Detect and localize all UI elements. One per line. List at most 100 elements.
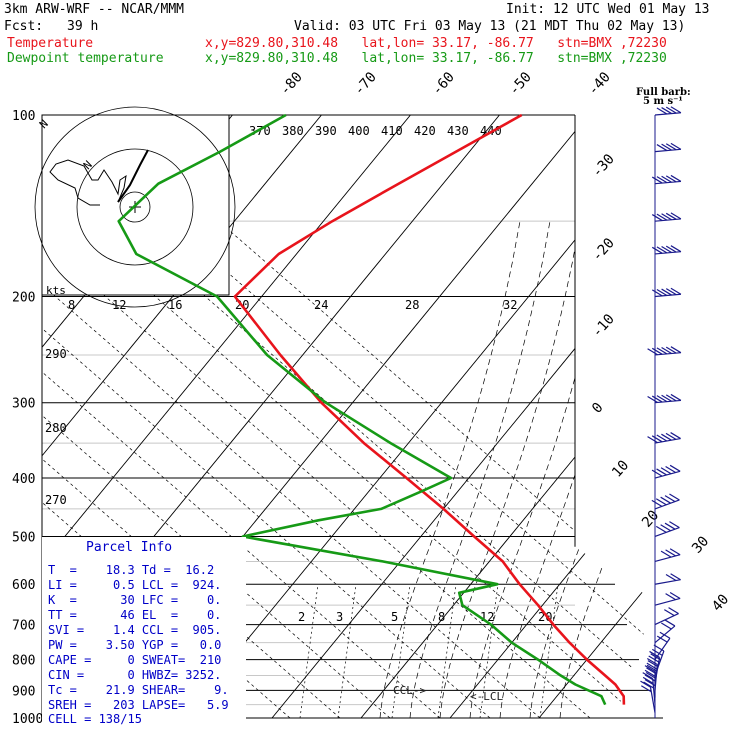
parcel-row: T = 18.3 Td = 16.2 — [48, 563, 215, 577]
wind-barb-shaft — [654, 112, 681, 116]
wind-barb-shaft — [654, 579, 681, 585]
wind-barb-shaft — [654, 180, 681, 185]
temperature-legend-label: Temperature — [7, 36, 94, 51]
wind-barb — [651, 174, 682, 185]
theta-label: 390 — [315, 124, 337, 138]
wind-barb-flag — [656, 347, 668, 355]
wind-barb-flag — [661, 288, 672, 296]
wind-barb-flag — [665, 346, 677, 354]
mixing-ratio-label: 3 — [336, 610, 343, 624]
moist-adiabat-line — [409, 221, 551, 718]
wind-barb-flag — [644, 665, 656, 673]
wind-barb-flag — [661, 346, 672, 355]
forecast-label: Fcst: — [4, 19, 44, 34]
wind-barb-shaft — [654, 499, 680, 510]
pressure-tick-label: 500 — [12, 530, 35, 545]
wind-barb-flag — [656, 176, 668, 184]
wind-barb-shaft — [654, 352, 681, 356]
wind-barb-shaft — [654, 625, 676, 644]
wind-barb-flag — [661, 175, 672, 183]
wind-barb-flag — [640, 680, 651, 688]
wind-barb-flag — [670, 346, 682, 354]
wind-barb-flag — [670, 393, 682, 401]
wind-barb-flag — [670, 142, 682, 150]
wind-barb — [647, 432, 681, 444]
wind-barb-flag — [665, 175, 677, 183]
isotherm-line — [538, 115, 655, 718]
parcel-row: CELL = 138/15 — [48, 712, 142, 726]
wind-barb-flag — [670, 106, 682, 114]
wind-barb-flag — [656, 395, 668, 403]
wind-barb — [654, 573, 681, 585]
isotherm-label: -10 — [589, 311, 618, 341]
isotherm-label: -70 — [351, 69, 380, 99]
wind-barb-flag — [659, 631, 671, 639]
wind-barb-flag — [651, 176, 663, 184]
mixing-ratio-label: 8 — [438, 610, 445, 624]
dewpoint-legend-label: Dewpoint temperature — [7, 51, 164, 66]
wind-barb-flag — [665, 593, 676, 601]
wind-barb-shaft — [654, 251, 681, 255]
parcel-info-title: Parcel Info — [86, 540, 173, 555]
pressure-tick-label: 1000 — [12, 712, 43, 727]
parcel-row: PW = 3.50 YGP = 0.0 — [48, 638, 222, 652]
wind-barb-flag — [651, 648, 663, 656]
wind-barb-flag — [656, 246, 668, 254]
wind-barb-flag — [664, 522, 676, 530]
wind-barb-flag — [643, 681, 654, 689]
wind-barb-flag — [656, 468, 667, 476]
wind-barb-flag — [669, 493, 680, 501]
parcel-info-panel: Parcel Info T = 18.3 Td = 16.2 LI = 0.5 … — [42, 537, 246, 727]
pressure-tick-label: 300 — [12, 397, 35, 412]
wind-barb-flag — [656, 288, 668, 296]
wind-barb-flag — [644, 679, 656, 687]
wind-barb-flag — [647, 395, 658, 403]
wind-barb-flag — [656, 107, 668, 115]
wind-barb-flag — [664, 609, 675, 617]
wind-barb-flag — [670, 432, 681, 440]
parcel-row: CAPE = 0 SWEAT= 210 — [48, 653, 222, 667]
wind-barb-flag — [664, 619, 676, 627]
isotherm-label: -40 — [585, 69, 614, 99]
wind-barb-flag — [647, 660, 659, 668]
wind-barb — [651, 287, 682, 298]
wind-barb-flag — [656, 144, 668, 152]
hodograph-ring — [119, 191, 151, 223]
parcel-row: SVI = 1.4 CCL = 905. — [48, 623, 222, 637]
wind-barb-flag — [645, 671, 657, 680]
wind-barb-flag — [644, 669, 656, 677]
barb-legend-units: 5 m s⁻¹ — [643, 96, 683, 107]
wind-barb-flag — [665, 394, 677, 402]
wind-barb-flag — [670, 573, 681, 581]
wind-barb-flag — [670, 174, 682, 182]
wind-barb-shaft — [654, 527, 680, 538]
isotherm-label: 40 — [709, 591, 732, 614]
wind-barb-flag — [656, 635, 668, 643]
isotherm-label: -80 — [277, 69, 306, 99]
hodograph-ring — [76, 148, 194, 266]
hodograph-trace — [49, 159, 127, 206]
wind-barb — [654, 631, 671, 660]
temperature-profile-line — [233, 113, 626, 705]
model-title: 3km ARW-WRF -- NCAR/MMM — [4, 2, 185, 17]
wind-barb-flag — [650, 653, 661, 661]
theta-label: 400 — [348, 124, 370, 138]
wind-barb-flag — [670, 287, 682, 295]
init-time: Init: 12 UTC Wed 01 May 13 — [506, 2, 710, 17]
hodograph-speed-label: 32 — [503, 298, 517, 312]
mixing-ratio-label: 2 — [298, 610, 305, 624]
wind-barb-flag — [661, 245, 672, 254]
isotherm-label: -20 — [589, 235, 618, 265]
wind-barb-flag — [664, 495, 676, 503]
barb-legend-title: Full barb: — [636, 87, 691, 98]
wind-barb-flag — [646, 662, 658, 670]
isotherm-line — [42, 115, 411, 718]
parcel-row: Tc = 21.9 SHEAR= 9. — [48, 683, 229, 697]
dry-adiabat-label: 270 — [45, 493, 67, 507]
pressure-tick-label: 700 — [12, 619, 35, 634]
wind-barb-flag — [665, 574, 677, 582]
wind-barb-flag — [665, 245, 677, 253]
wind-barb-flag — [651, 499, 663, 507]
temperature-location-info: x,y=829.80,310.48 lat,lon= 33.17, -86.77… — [205, 36, 667, 51]
wind-barb-flag — [661, 107, 672, 115]
